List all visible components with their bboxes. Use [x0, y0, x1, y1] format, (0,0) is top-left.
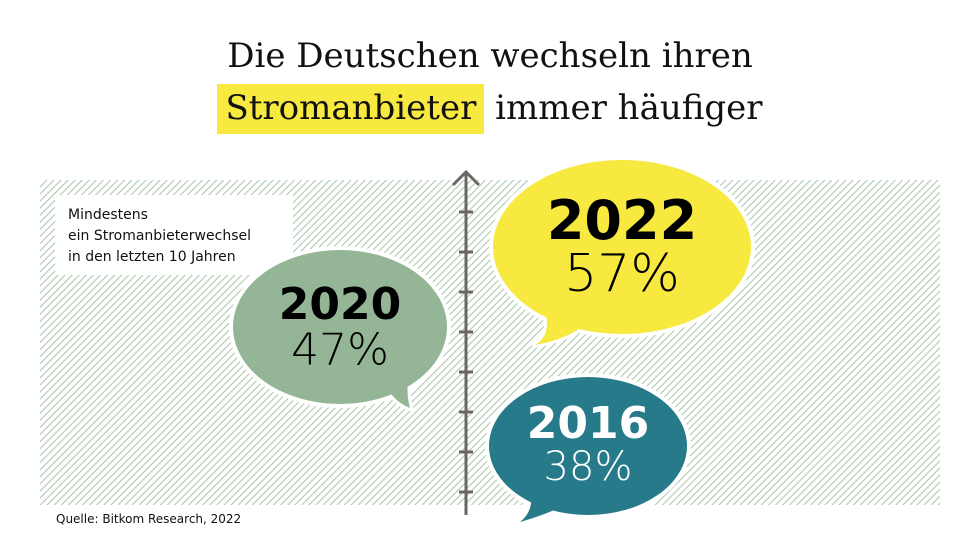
- bubble-year: 2016: [527, 398, 649, 449]
- bubble-year: 2020: [279, 279, 401, 330]
- legend-line-3: in den letzten 10 Jahren: [68, 249, 236, 265]
- source-note: Quelle: Bitkom Research, 2022: [56, 512, 242, 526]
- title-line-1: Die Deutschen wechseln ihren: [227, 36, 753, 76]
- legend-line-1: Mindestens: [68, 207, 148, 223]
- bubble-value: 47%: [291, 324, 389, 375]
- title-highlight: Stromanbieter: [217, 84, 485, 134]
- legend-box: Mindestens ein Stromanbieterwechsel in d…: [55, 195, 293, 275]
- bubble-value: 57%: [564, 244, 680, 304]
- bubble-year: 2022: [547, 189, 697, 252]
- timeline-axis: [451, 169, 481, 515]
- legend-line-2: ein Stromanbieterwechsel: [68, 228, 251, 244]
- title-line-2-rest: immer häufiger: [495, 88, 763, 128]
- arrow-up-icon: [451, 169, 481, 187]
- bubble-value: 38%: [544, 444, 633, 490]
- title-line-2: Stromanbieter immer häufiger: [0, 84, 980, 134]
